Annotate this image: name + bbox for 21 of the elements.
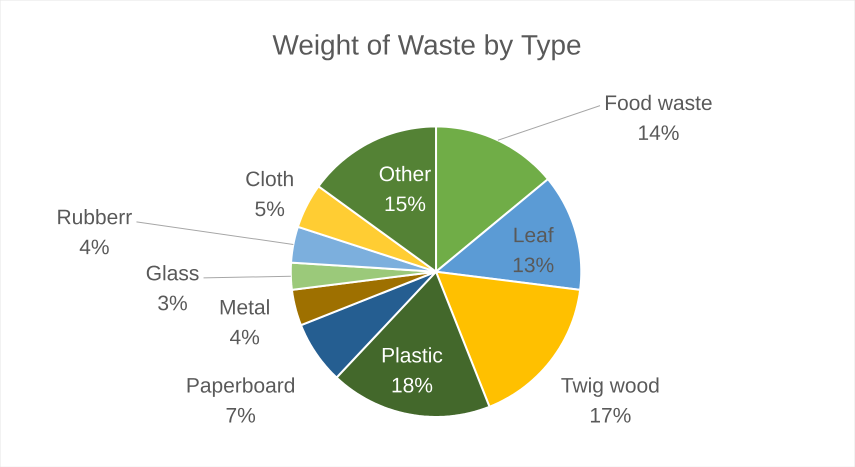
slice-label: Paperboard bbox=[188, 377, 294, 397]
slice-label: Glass bbox=[146, 264, 199, 280]
slice-label: Food waste bbox=[606, 94, 712, 110]
slice-label: Rubberr bbox=[58, 208, 132, 224]
data-label: 18% bbox=[392, 378, 432, 392]
data-label: 7% bbox=[226, 408, 256, 422]
data-label: 3% bbox=[158, 295, 187, 310]
slice-label: Cloth bbox=[246, 170, 293, 186]
data-label: 5% bbox=[255, 201, 284, 216]
slice-label: Leaf bbox=[514, 226, 554, 242]
data-label: 13% bbox=[514, 257, 554, 272]
data-label: 14% bbox=[639, 125, 679, 140]
slice-label: Plastic bbox=[382, 347, 442, 362]
slice-label: Other bbox=[380, 166, 431, 182]
data-label: 4% bbox=[80, 239, 109, 254]
slice-label: Metal bbox=[220, 299, 269, 314]
data-label: 17% bbox=[590, 408, 631, 422]
slice-label: Twig wood bbox=[561, 377, 658, 397]
data-label: 15% bbox=[386, 196, 426, 212]
data-label: 4% bbox=[230, 330, 260, 344]
chart-title: Weight of Waste by Type bbox=[272, 34, 580, 60]
